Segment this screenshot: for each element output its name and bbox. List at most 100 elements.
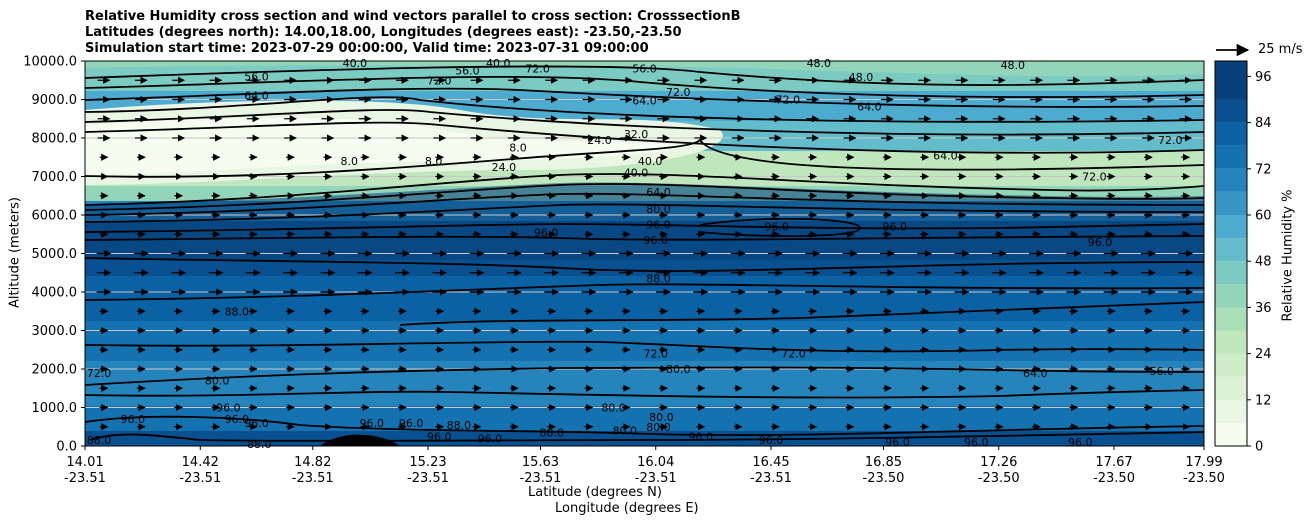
x-tick-label-lat: 14.82 xyxy=(294,455,331,470)
x-tick-label-lat: 14.01 xyxy=(66,455,103,470)
colorbar: 0 12 24 36 48 60 72 84 96 xyxy=(1214,60,1272,455)
contour-line xyxy=(85,75,1204,98)
field-band xyxy=(85,406,1204,431)
contour-label: 96.0 xyxy=(478,432,503,445)
contour-label: 96.0 xyxy=(964,436,989,449)
contour-line xyxy=(85,366,1204,386)
chart-subtitle-times: Simulation start time: 2023-07-29 00:00:… xyxy=(85,41,649,56)
wind-vectors xyxy=(96,76,1194,431)
contour-label: 56.0 xyxy=(455,65,480,78)
x-tick-label-lat: 16.45 xyxy=(752,455,789,470)
contour-label: 96.0 xyxy=(882,221,907,234)
contour-label: 64.0 xyxy=(646,186,671,199)
contour-label: 96.0 xyxy=(534,226,559,239)
contour-label: 96.0 xyxy=(759,434,784,447)
field-band xyxy=(85,321,1204,361)
colorbar-segment xyxy=(1215,330,1247,354)
top-moist-edge xyxy=(85,61,1204,77)
colorbar-segment xyxy=(1215,122,1247,146)
contour-line xyxy=(85,257,1204,272)
contour-label: 32.0 xyxy=(624,128,649,141)
contour-line xyxy=(85,415,1204,436)
contour-line xyxy=(85,121,1204,154)
contour-line xyxy=(85,192,1204,216)
contour-label: 64.0 xyxy=(857,100,882,113)
contour-label: 40.0 xyxy=(343,57,368,70)
x-tick-label-lat: 17.26 xyxy=(980,455,1017,470)
colorbar-tick-label: 0 xyxy=(1255,440,1263,455)
contour-line xyxy=(699,217,861,237)
contour-label: 80.0 xyxy=(601,402,626,415)
y-tick-label: 2000.0 xyxy=(32,363,78,378)
contour-label: 72.0 xyxy=(1082,171,1107,184)
x-tick-label-lon: -23.50 xyxy=(1093,471,1135,486)
contour-label: 72.0 xyxy=(666,86,691,99)
contour-label: 8.0 xyxy=(341,155,359,168)
contour-label: 96.0 xyxy=(121,413,146,426)
contour-label: 88.0 xyxy=(225,305,250,318)
quiver-key-label: 25 m/s xyxy=(1258,42,1303,57)
x-tick-label-lon: -23.51 xyxy=(750,471,792,486)
contour-label: 64.0 xyxy=(244,90,269,103)
y-tick-label: 7000.0 xyxy=(32,170,78,185)
contour-label: 88.0 xyxy=(447,419,472,432)
contour-line xyxy=(85,65,1204,86)
y-axis: 0.0 1000.0 2000.0 3000.0 4000.0 5000.0 6000.0 7… xyxy=(23,55,85,455)
contour-label: 88.0 xyxy=(87,434,112,447)
contour-label: 96.0 xyxy=(427,430,452,443)
x-tick-label-lon: -23.51 xyxy=(64,471,106,486)
colorbar-tick-label: 12 xyxy=(1255,393,1272,408)
chart-title: Relative Humidity cross section and wind… xyxy=(85,9,741,24)
x-tick-label-lat: 15.63 xyxy=(522,455,559,470)
y-tick-label: 3000.0 xyxy=(32,324,78,339)
contour-label: 96.0 xyxy=(360,417,385,430)
contour-line xyxy=(85,389,1204,399)
contour-line xyxy=(85,340,1204,353)
contour-label: 8.0 xyxy=(509,142,527,155)
contour-label: 72.0 xyxy=(525,63,550,76)
x-axis-label-latitude: Latitude (degrees N) xyxy=(528,485,662,500)
colorbar-tick-label: 72 xyxy=(1255,162,1272,177)
contour-label: 96.0 xyxy=(688,430,713,443)
y-tick-label: 4000.0 xyxy=(32,286,78,301)
contour-label: 96.0 xyxy=(643,234,668,247)
contour-label: 96.0 xyxy=(885,436,910,449)
x-axis-label-longitude: Longitude (degrees E) xyxy=(555,501,699,516)
contour-label: 40.0 xyxy=(638,155,663,168)
contour-label: 64.0 xyxy=(1023,367,1048,380)
contour-label: 56.0 xyxy=(244,70,269,83)
colorbar-frame xyxy=(1214,60,1248,447)
colorbar-tick-label: 24 xyxy=(1255,347,1272,362)
contour-label: 96.0 xyxy=(646,219,671,232)
colorbar-segment xyxy=(1215,399,1247,423)
x-tick-label-lon: -23.51 xyxy=(635,471,677,486)
contour-line xyxy=(85,183,1204,211)
colorbar-segment xyxy=(1215,353,1247,377)
colorbar-tick-label: 60 xyxy=(1255,209,1272,224)
contour-label: 96.0 xyxy=(244,417,269,430)
x-tick-label-lat: 16.85 xyxy=(865,455,902,470)
y-axis-label: Altitude (meters) xyxy=(7,197,23,308)
x-tick-label-lon: -23.51 xyxy=(407,471,449,486)
contour-label: 48.0 xyxy=(807,57,832,70)
contour-label: 80.0 xyxy=(613,425,638,438)
y-tick-label: 6000.0 xyxy=(32,209,78,224)
contour-label: 40.0 xyxy=(624,167,649,180)
y-tick-label: 8000.0 xyxy=(32,132,78,147)
contour-label: 80.0 xyxy=(646,203,671,216)
x-tick-label-lon: -23.50 xyxy=(978,471,1020,486)
contour-label: 48.0 xyxy=(1001,59,1026,72)
contour-label: 48.0 xyxy=(849,71,874,84)
contour-label: 96.0 xyxy=(1068,436,1093,449)
colorbar-segment xyxy=(1215,145,1247,169)
contour-line xyxy=(85,283,1204,301)
x-tick-label-lat: 16.04 xyxy=(637,455,674,470)
x-tick-label-lon: -23.51 xyxy=(520,471,562,486)
contour-label: 96.0 xyxy=(225,413,250,426)
contour-line xyxy=(85,203,1204,223)
contour-label: 72.0 xyxy=(1158,134,1183,147)
contour-label: 80.0 xyxy=(205,375,230,388)
colorbar-tick-label: 48 xyxy=(1255,255,1272,270)
x-tick-label-lat: 15.23 xyxy=(409,455,446,470)
